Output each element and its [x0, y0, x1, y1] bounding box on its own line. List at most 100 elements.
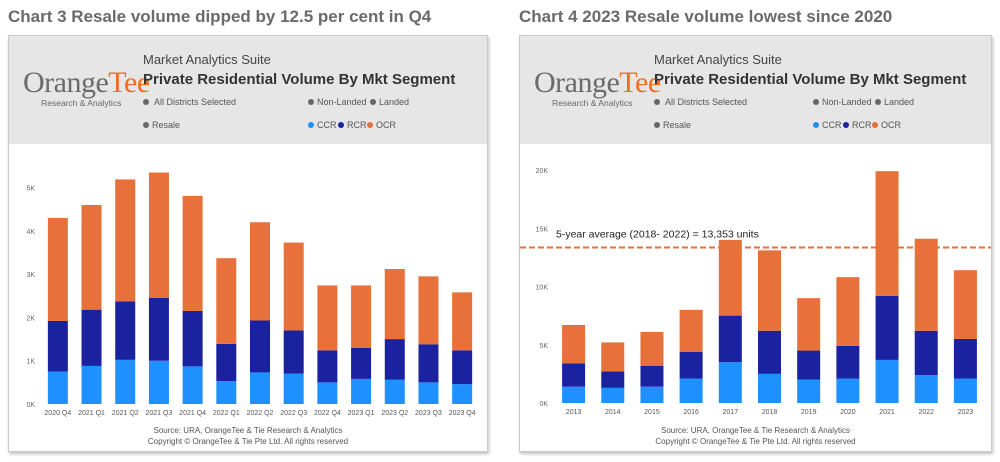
legend-ocr[interactable]: OCR	[872, 120, 901, 130]
landed-filter[interactable]: Landed	[875, 97, 914, 107]
bar-rcr	[47, 320, 68, 372]
x-tick-label: 2023 Q1	[348, 410, 375, 417]
source-note: Source: URA, OrangeTee & Tie Research & …	[9, 425, 487, 447]
y-tick-label: 3K	[26, 272, 35, 279]
report-title: Private Residential Volume By Mkt Segmen…	[654, 71, 967, 88]
bar-ocr	[875, 171, 899, 296]
logo-subtitle: Research & Analytics	[552, 98, 633, 108]
x-tick-label: 2021	[879, 409, 895, 416]
suite-name: Market Analytics Suite	[143, 52, 271, 67]
suite-name: Market Analytics Suite	[654, 52, 782, 67]
legend-ccr[interactable]: CCR	[813, 120, 842, 130]
bar-ccr	[836, 378, 860, 403]
orangetee-logo: OrangeTee	[23, 66, 150, 99]
bar-rcr	[115, 301, 136, 360]
y-tick-label: 15K	[536, 226, 549, 233]
bar-rcr	[836, 345, 860, 379]
x-tick-label: 2013	[566, 409, 582, 416]
bar-ocr	[836, 277, 860, 346]
legend-swatch-icon	[872, 121, 878, 128]
bar-ocr	[115, 179, 136, 302]
district-filter[interactable]: All Districts Selected	[143, 97, 236, 107]
x-tick-label: 2022	[918, 409, 934, 416]
landed-filter[interactable]: Landed	[370, 97, 409, 107]
y-tick-label: 0K	[539, 401, 548, 408]
bar-ccr	[914, 375, 938, 403]
legend-rcr[interactable]: RCR	[843, 120, 872, 130]
bar-ccr	[797, 379, 821, 403]
bar-ocr	[562, 324, 586, 364]
chart3-heading: Chart 3 Resale volume dipped by 12.5 per…	[8, 7, 432, 26]
bar-ocr	[283, 242, 304, 331]
bar-ocr	[47, 217, 68, 321]
bar-ccr	[216, 381, 237, 404]
bar-rcr	[953, 338, 977, 379]
legend-swatch-icon	[338, 121, 344, 128]
x-tick-label: 2015	[644, 409, 660, 416]
y-tick-label: 1K	[26, 359, 35, 366]
orangetee-logo: OrangeTee	[534, 66, 661, 99]
bar-ocr	[601, 342, 625, 372]
report-header: OrangeTee Research & Analytics Market An…	[520, 36, 991, 144]
bar-ccr	[640, 386, 664, 403]
x-tick-label: 2021 Q3	[145, 410, 172, 417]
bar-ocr	[81, 204, 102, 310]
source-line: Source: URA, OrangeTee & Tie Research & …	[661, 426, 850, 435]
bar-ccr	[875, 359, 899, 403]
bar-rcr	[640, 365, 664, 387]
y-tick-label: 5K	[26, 186, 35, 193]
copyright-line: Copyright © OrangeTee & Tie Pte Ltd. All…	[655, 437, 856, 446]
bar-ccr	[679, 378, 703, 403]
bar-rcr	[283, 330, 304, 374]
bar-ocr	[250, 222, 270, 321]
x-tick-label: 2017	[723, 409, 739, 416]
chart3-panel: OrangeTee Research & Analytics Market An…	[8, 35, 488, 452]
sale-type-filter[interactable]: Resale	[654, 120, 691, 130]
nonlanded-filter[interactable]: Non-Landed	[813, 97, 872, 107]
bar-ccr	[250, 372, 270, 404]
legend-ocr[interactable]: OCR	[367, 120, 396, 130]
x-tick-label: 2021 Q1	[78, 410, 105, 417]
bar-rcr	[81, 309, 102, 366]
bar-ccr	[317, 382, 338, 404]
sale-type-filter[interactable]: Resale	[143, 120, 180, 130]
bar-ocr	[418, 276, 439, 345]
nonlanded-filter[interactable]: Non-Landed	[308, 97, 367, 107]
source-note: Source: URA, OrangeTee & Tie Research & …	[520, 425, 991, 447]
source-line: Source: URA, OrangeTee & Tie Research & …	[153, 426, 343, 435]
x-tick-label: 2022 Q4	[314, 410, 341, 417]
bar-ocr	[679, 309, 703, 352]
legend-ccr[interactable]: CCR	[308, 120, 337, 130]
bar-ccr	[418, 382, 439, 404]
bar-ocr	[914, 238, 938, 331]
legend-rcr[interactable]: RCR	[338, 120, 367, 130]
x-tick-label: 2021 Q4	[179, 410, 206, 417]
bar-ccr	[384, 379, 405, 404]
report-title: Private Residential Volume By Mkt Segmen…	[143, 71, 456, 88]
x-tick-label: 2023 Q4	[449, 410, 476, 417]
y-tick-label: 20K	[536, 168, 549, 175]
legend-swatch-icon	[843, 121, 849, 128]
filter-dot-icon	[370, 98, 376, 105]
bar-ccr	[452, 384, 473, 404]
bar-ccr	[47, 371, 68, 404]
bar-rcr	[182, 310, 203, 367]
bar-rcr	[351, 347, 372, 379]
filter-dot-icon	[143, 98, 149, 105]
filter-dot-icon	[875, 98, 881, 105]
filter-dot-icon	[813, 98, 819, 105]
x-tick-label: 2023	[958, 409, 974, 416]
bar-ccr	[953, 378, 977, 403]
bar-ccr	[148, 360, 169, 404]
bar-ocr	[452, 292, 473, 351]
bar-rcr	[914, 330, 938, 376]
bar-rcr	[875, 295, 899, 360]
bar-rcr	[452, 350, 473, 385]
x-tick-label: 2023 Q2	[381, 410, 408, 417]
x-tick-label: 2021 Q2	[112, 410, 139, 417]
x-tick-label: 2020 Q4	[44, 410, 71, 417]
bar-ccr	[115, 359, 136, 404]
district-filter[interactable]: All Districts Selected	[654, 97, 747, 107]
y-tick-label: 5K	[539, 343, 548, 350]
filter-dot-icon	[654, 98, 660, 105]
